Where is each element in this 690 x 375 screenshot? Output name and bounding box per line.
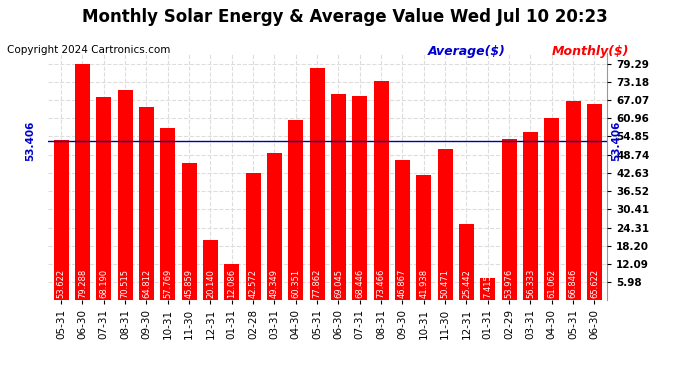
- Bar: [246, 173, 261, 300]
- Text: Monthly($): Monthly($): [552, 45, 629, 58]
- Bar: [267, 153, 282, 300]
- Text: 66.846: 66.846: [569, 268, 578, 298]
- Text: 53.406: 53.406: [26, 120, 35, 161]
- Text: 53.976: 53.976: [504, 268, 513, 298]
- Bar: [395, 160, 410, 300]
- Text: Copyright 2024 Cartronics.com: Copyright 2024 Cartronics.com: [7, 45, 170, 55]
- Text: 45.859: 45.859: [185, 268, 194, 298]
- Bar: [54, 140, 68, 300]
- Bar: [310, 68, 324, 300]
- Text: 69.045: 69.045: [334, 268, 343, 298]
- Bar: [437, 150, 453, 300]
- Text: 60.351: 60.351: [291, 268, 300, 298]
- Text: 65.622: 65.622: [590, 268, 599, 298]
- Text: Monthly Solar Energy & Average Value Wed Jul 10 20:23: Monthly Solar Energy & Average Value Wed…: [82, 8, 608, 26]
- Bar: [288, 120, 303, 300]
- Text: 41.938: 41.938: [420, 268, 428, 298]
- Bar: [353, 96, 367, 300]
- Bar: [566, 100, 580, 300]
- Text: 53.622: 53.622: [57, 268, 66, 298]
- Bar: [160, 128, 175, 300]
- Text: 53.406: 53.406: [611, 120, 622, 161]
- Text: 61.062: 61.062: [547, 268, 556, 298]
- Bar: [97, 97, 111, 300]
- Text: 42.572: 42.572: [248, 268, 257, 298]
- Text: 12.086: 12.086: [227, 268, 236, 298]
- Text: 25.442: 25.442: [462, 269, 471, 298]
- Bar: [117, 90, 132, 300]
- Bar: [523, 132, 538, 300]
- Text: 77.862: 77.862: [313, 268, 322, 298]
- Text: 64.812: 64.812: [142, 268, 151, 298]
- Bar: [373, 81, 388, 300]
- Text: 49.349: 49.349: [270, 268, 279, 298]
- Text: 57.769: 57.769: [164, 268, 172, 298]
- Text: 56.333: 56.333: [526, 268, 535, 298]
- Text: 46.867: 46.867: [398, 268, 407, 298]
- Text: 70.515: 70.515: [121, 268, 130, 298]
- Bar: [203, 240, 218, 300]
- Text: 50.471: 50.471: [441, 268, 450, 298]
- Text: 79.288: 79.288: [78, 268, 87, 298]
- Text: 20.140: 20.140: [206, 269, 215, 298]
- Bar: [224, 264, 239, 300]
- Bar: [416, 175, 431, 300]
- Text: 7.415: 7.415: [483, 274, 492, 298]
- Bar: [459, 224, 474, 300]
- Bar: [75, 64, 90, 300]
- Text: 68.446: 68.446: [355, 268, 364, 298]
- Text: 73.466: 73.466: [377, 268, 386, 298]
- Bar: [139, 107, 154, 300]
- Text: Average($): Average($): [428, 45, 506, 58]
- Bar: [181, 163, 197, 300]
- Text: 68.190: 68.190: [99, 268, 108, 298]
- Bar: [502, 139, 517, 300]
- Bar: [544, 118, 559, 300]
- Bar: [480, 278, 495, 300]
- Bar: [587, 104, 602, 300]
- Bar: [331, 94, 346, 300]
